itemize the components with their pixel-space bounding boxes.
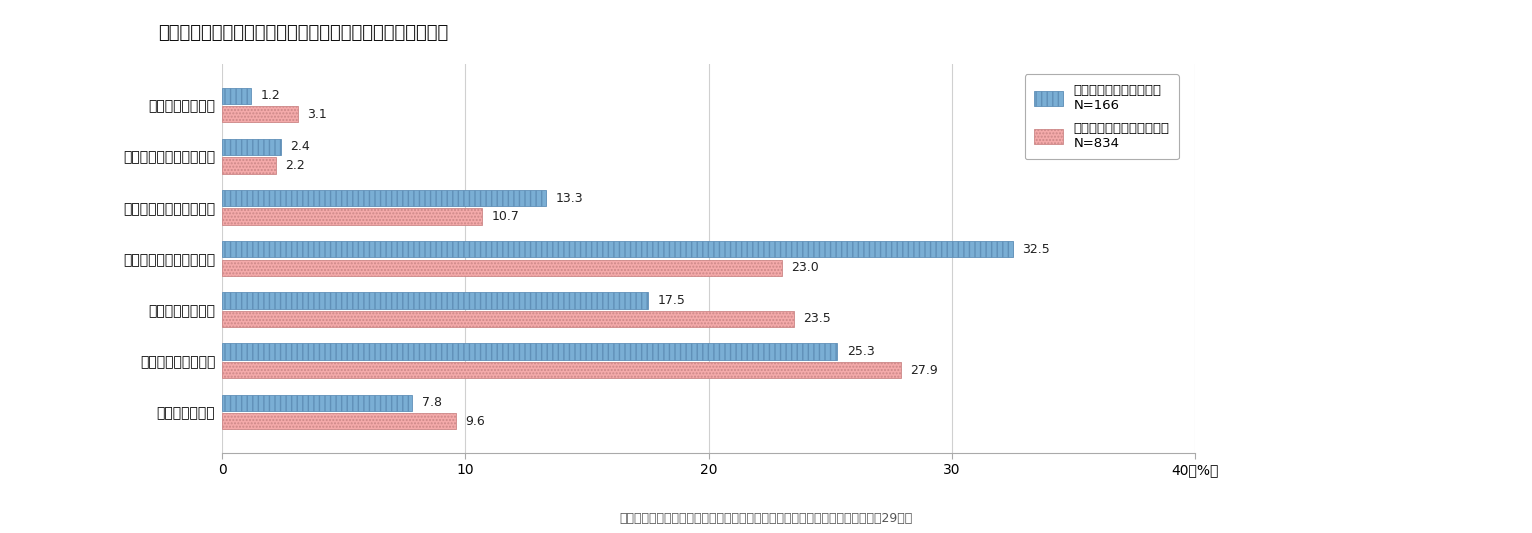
Text: 3.1: 3.1	[308, 108, 326, 120]
Text: 17.5: 17.5	[657, 294, 685, 307]
Text: 2.2: 2.2	[285, 159, 305, 172]
Bar	[222, 292, 648, 309]
Text: 13.3: 13.3	[555, 191, 584, 205]
Text: 図表1-2-1-4: 図表1-2-1-4	[47, 26, 119, 41]
Bar	[222, 413, 455, 430]
Bar	[222, 139, 280, 155]
Text: 9.6: 9.6	[466, 415, 486, 428]
Bar	[222, 394, 412, 411]
Bar	[222, 343, 838, 360]
Bar	[222, 87, 251, 104]
Text: 2.4: 2.4	[290, 140, 309, 154]
Bar	[222, 208, 483, 225]
Bar	[222, 362, 901, 378]
Bar	[222, 106, 297, 122]
Bar	[222, 311, 794, 327]
Bar	[222, 190, 545, 206]
Text: ネットショッピング利用頻度（６歳未満の子どもの有無別）: ネットショッピング利用頻度（６歳未満の子どもの有無別）	[158, 25, 447, 42]
Text: 23.5: 23.5	[803, 312, 832, 326]
Text: 7.8: 7.8	[421, 397, 441, 409]
Text: 27.9: 27.9	[910, 364, 938, 377]
Text: 23.0: 23.0	[791, 261, 820, 274]
Bar	[222, 157, 276, 174]
Bar	[222, 260, 781, 276]
Text: 25.3: 25.3	[847, 345, 875, 358]
Text: 1.2: 1.2	[260, 89, 280, 102]
Text: 10.7: 10.7	[492, 210, 519, 223]
Text: （出典）総務省「スマートフォン経済の現在と将来に関する調査研究」（平成29年）: （出典）総務省「スマートフォン経済の現在と将来に関する調査研究」（平成29年）	[619, 512, 913, 525]
Legend: ６歳未満の子どもがいる
N=166, ６歳未満の子どもがいない
N=834: ６歳未満の子どもがいる N=166, ６歳未満の子どもがいない N=834	[1025, 75, 1178, 159]
Text: 32.5: 32.5	[1022, 243, 1049, 256]
Bar	[222, 241, 1013, 257]
